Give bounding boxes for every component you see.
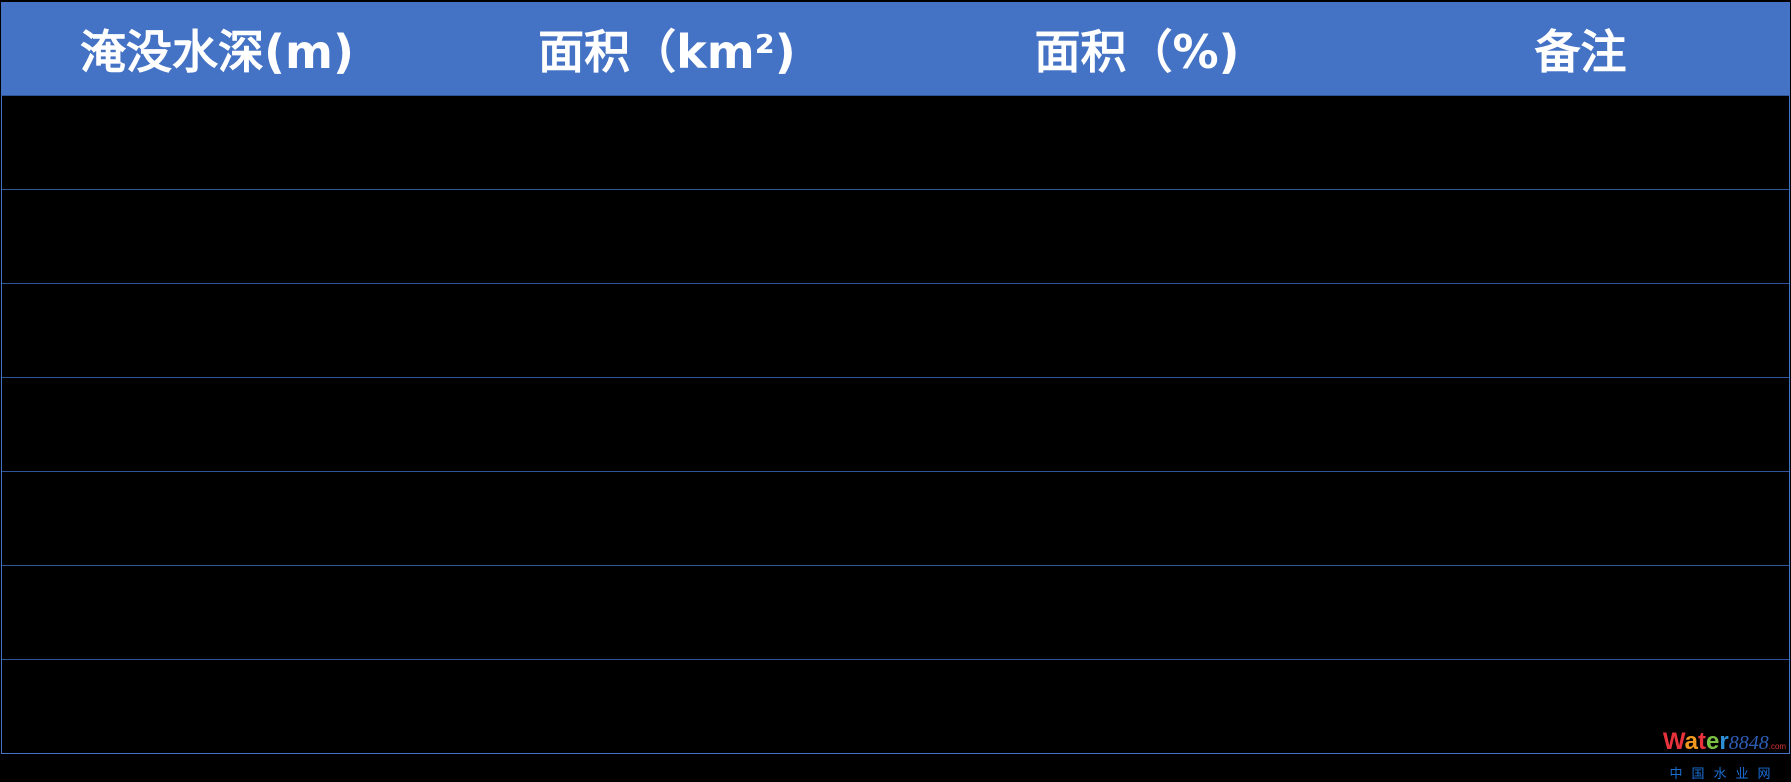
watermark: Water8848.com 中国水业网 [1662, 730, 1787, 782]
data-table: 淹没水深(m) 面积（km²) 面积（%) 备注 [1, 2, 1790, 754]
table-row [2, 565, 1789, 659]
watermark-logo: Water8848.com [1662, 728, 1787, 755]
table-cell [902, 566, 1372, 659]
table-row [2, 659, 1789, 753]
header-remarks: 备注 [1534, 24, 1627, 79]
table-cell [2, 284, 432, 377]
table-cell [1372, 378, 1789, 471]
table-row [2, 471, 1789, 565]
table-cell [432, 566, 902, 659]
table-row [2, 283, 1789, 377]
table-cell [432, 190, 902, 283]
table-cell [902, 472, 1372, 565]
table-cell [2, 378, 432, 471]
table-header: 淹没水深(m) 面积（km²) 面积（%) 备注 [2, 2, 1789, 95]
table-cell [432, 378, 902, 471]
table-cell [1372, 284, 1789, 377]
table-cell [1372, 190, 1789, 283]
table-row [2, 377, 1789, 471]
table-cell [902, 660, 1372, 753]
table-cell [1372, 566, 1789, 659]
table-cell [902, 96, 1372, 189]
header-area-percent: 面积（%) [1034, 24, 1240, 79]
table-cell [902, 190, 1372, 283]
table-cell [2, 660, 432, 753]
table-cell [432, 660, 902, 753]
table-cell [2, 566, 432, 659]
table-row [2, 95, 1789, 189]
table-cell [2, 472, 432, 565]
table-cell [2, 190, 432, 283]
table-cell [1372, 96, 1789, 189]
header-depth: 淹没水深(m) [80, 24, 354, 79]
table-cell [902, 378, 1372, 471]
header-area-km2: 面积（km²) [538, 24, 796, 79]
table-cell [1372, 472, 1789, 565]
table-cell [432, 472, 902, 565]
table-cell [432, 284, 902, 377]
table-cell [902, 284, 1372, 377]
watermark-text: 中国水业网 [1669, 767, 1780, 782]
table-cell [2, 96, 432, 189]
table-cell [432, 96, 902, 189]
table-row [2, 189, 1789, 283]
